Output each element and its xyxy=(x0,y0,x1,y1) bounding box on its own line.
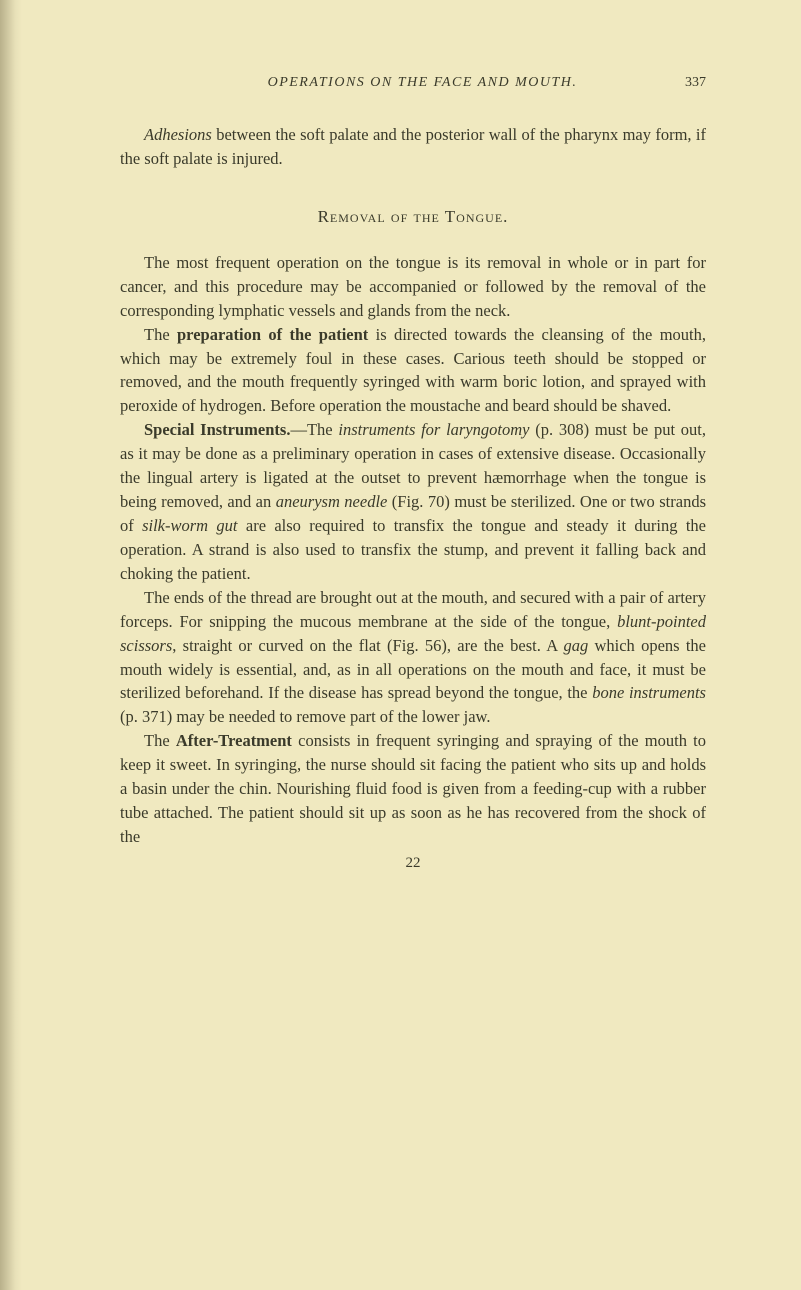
term-silk-worm-gut: silk-worm gut xyxy=(142,516,237,535)
text-run: (p. 371) may be needed to remove part of… xyxy=(120,707,491,726)
running-title: OPERATIONS ON THE FACE AND MOUTH. xyxy=(120,75,685,91)
paragraph-adhesions: Adhesions between the soft palate and th… xyxy=(120,123,706,171)
term-preparation: preparation of the patient xyxy=(177,325,368,344)
text-run: , straight or curved on the flat (Fig. 5… xyxy=(172,636,563,655)
paragraph-intro: The most frequent operation on the tongu… xyxy=(120,251,706,323)
term-gag: gag xyxy=(563,636,588,655)
section-heading: Removal of the Tongue. xyxy=(120,207,706,227)
text-run: —The xyxy=(290,420,338,439)
page-content: OPERATIONS ON THE FACE AND MOUTH. 337 Ad… xyxy=(0,0,801,932)
paragraph-instruments: Special Instruments.—The instruments for… xyxy=(120,418,706,585)
signature-mark: 22 xyxy=(120,855,706,872)
text-run: The xyxy=(144,325,177,344)
running-head: OPERATIONS ON THE FACE AND MOUTH. 337 xyxy=(120,75,706,91)
term-adhesions: Adhesions xyxy=(144,125,212,144)
paragraph-after-treatment: The After-Treatment consists in frequent… xyxy=(120,729,706,849)
page-binding-shadow xyxy=(0,0,22,1290)
term-bone-instruments: bone instruments xyxy=(592,683,706,702)
term-after-treatment: After-Treatment xyxy=(176,731,292,750)
term-aneurysm-needle: aneurysm needle xyxy=(276,492,388,511)
text-run: The xyxy=(144,731,176,750)
paragraph-preparation: The preparation of the patient is direct… xyxy=(120,323,706,419)
term-special-instruments: Special Instruments. xyxy=(144,420,290,439)
page-number: 337 xyxy=(685,75,706,91)
paragraph-thread-ends: The ends of the thread are brought out a… xyxy=(120,586,706,730)
term-laryngotomy-instruments: instruments for laryngotomy xyxy=(338,420,529,439)
